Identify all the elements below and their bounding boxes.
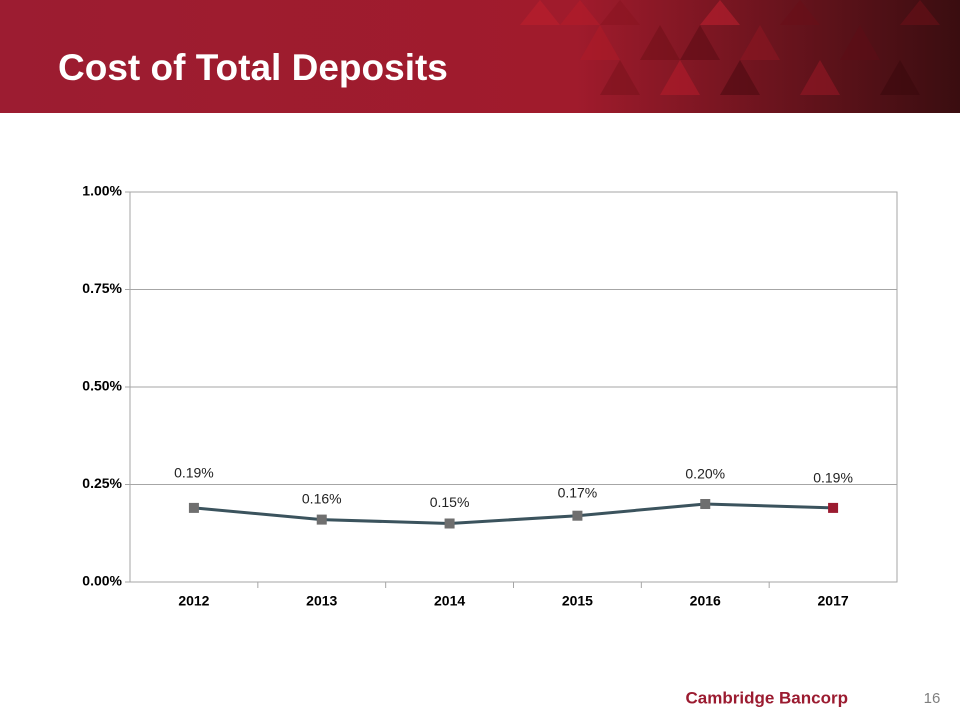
value-label: 0.17% [558,484,598,500]
value-label: 0.15% [430,494,470,510]
y-tick-label: 1.00% [82,183,122,199]
x-tick-label: 2012 [178,593,209,609]
value-label: 0.19% [174,465,214,481]
x-tick-label: 2014 [434,593,465,609]
value-label: 0.20% [685,466,725,482]
marker [188,502,199,513]
x-tick-label: 2017 [818,593,849,609]
y-tick-label: 0.50% [82,378,122,394]
banner-pattern [520,0,940,95]
value-label: 0.19% [813,470,853,486]
y-tick-label: 0.00% [82,573,122,589]
y-tick-label: 0.25% [82,475,122,491]
x-tick-label: 2013 [306,593,337,609]
y-tick-label: 0.75% [82,280,122,296]
marker [316,514,327,525]
brand-name: Cambridge Bancorp [686,688,848,707]
page-number: 16 [924,690,941,707]
value-label: 0.16% [302,490,342,506]
data-line [193,502,834,526]
x-tick-label: 2015 [562,593,593,609]
marker [828,502,839,513]
slide-title: Cost of Total Deposits [58,47,448,88]
marker [572,510,583,521]
marker [444,518,455,529]
marker [700,499,711,509]
x-tick-label: 2016 [690,593,721,609]
